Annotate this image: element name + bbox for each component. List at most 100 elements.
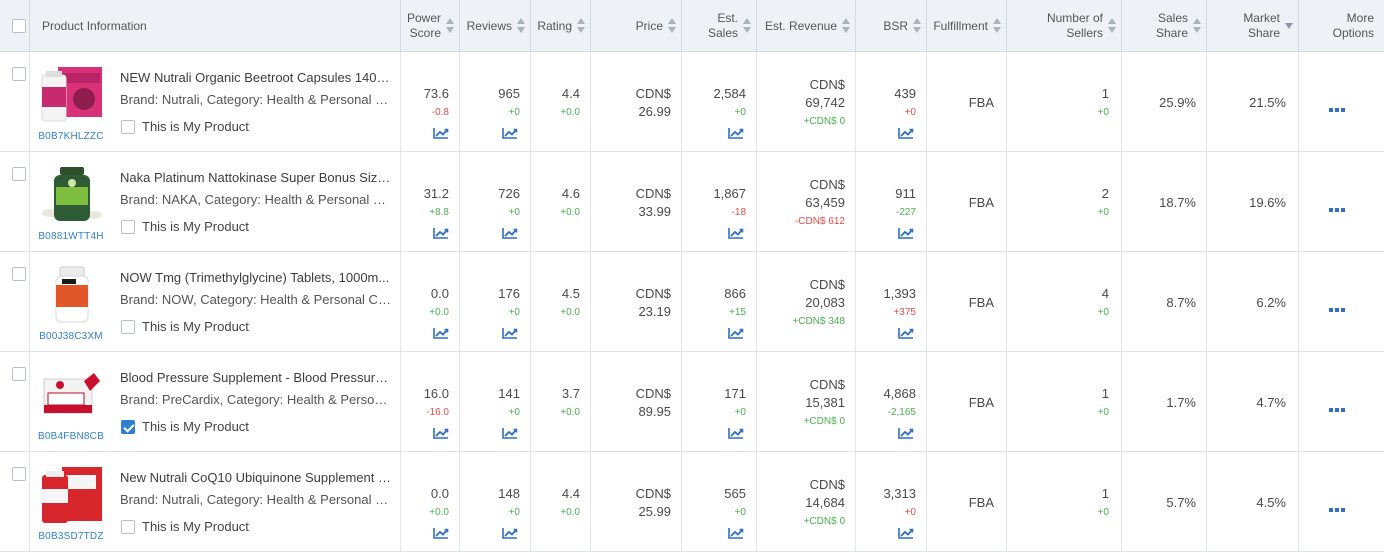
sellers-cell: 4 +0 <box>1007 252 1122 351</box>
header-bsr[interactable]: BSR <box>856 0 927 51</box>
trend-chart-icon[interactable] <box>728 227 744 239</box>
my-product-checkbox[interactable] <box>121 420 135 434</box>
select-all-checkbox[interactable] <box>12 19 26 33</box>
header-sales-share[interactable]: Sales Share <box>1122 0 1207 51</box>
product-image[interactable] <box>40 265 104 325</box>
product-title[interactable]: NOW Tmg (Trimethylglycine) Tablets, 1000… <box>120 270 390 285</box>
header-rating-label: Rating <box>537 19 572 33</box>
row-select-checkbox[interactable] <box>12 67 26 81</box>
row-select-checkbox[interactable] <box>12 367 26 381</box>
header-market-share[interactable]: Market Share <box>1207 0 1299 51</box>
header-rating[interactable]: Rating <box>531 0 591 51</box>
sort-icon[interactable] <box>577 18 585 34</box>
my-product-label: This is My Product <box>142 219 249 234</box>
more-options-icon[interactable] <box>1329 400 1347 415</box>
header-num-sellers-label: Number of Sellers <box>1046 11 1103 40</box>
header-num-sellers[interactable]: Number of Sellers <box>1007 0 1122 51</box>
trend-chart-icon[interactable] <box>898 227 914 239</box>
sales-share-cell: 8.7% <box>1122 252 1207 351</box>
product-info-cell: B0881WTT4H Naka Platinum Nattokinase Sup… <box>30 152 401 251</box>
sellers-cell: 1 +0 <box>1007 352 1122 451</box>
asin-link[interactable]: B0881WTT4H <box>38 231 104 242</box>
header-product-info[interactable]: Product Information <box>30 0 401 51</box>
header-power-score[interactable]: Power Score <box>401 0 460 51</box>
product-image[interactable] <box>40 165 104 225</box>
more-options-icon[interactable] <box>1329 300 1347 315</box>
table-row[interactable]: B0B7KHLZZC NEW Nutrali Organic Beetroot … <box>0 52 1384 152</box>
trend-chart-icon[interactable] <box>433 227 449 239</box>
row-select-checkbox[interactable] <box>12 467 26 481</box>
sort-icon[interactable] <box>842 18 850 34</box>
header-est-sales[interactable]: Est. Sales <box>682 0 757 51</box>
reviews-delta: +0 <box>508 207 520 218</box>
product-title[interactable]: Blood Pressure Supplement - Blood Pressu… <box>120 370 392 385</box>
my-product-checkbox[interactable] <box>121 120 135 134</box>
sort-icon[interactable] <box>743 18 751 34</box>
table-row[interactable]: B00J38C3XM NOW Tmg (Trimethylglycine) Ta… <box>0 252 1384 352</box>
fulfillment-cell: FBA <box>927 252 1007 351</box>
sort-icon[interactable] <box>446 18 454 34</box>
my-product-checkbox[interactable] <box>121 220 135 234</box>
trend-chart-icon[interactable] <box>502 527 518 539</box>
trend-chart-icon[interactable] <box>502 427 518 439</box>
reviews-cell: 176 +0 <box>460 252 531 351</box>
product-title[interactable]: NEW Nutrali Organic Beetroot Capsules 14… <box>120 70 392 85</box>
asin-link[interactable]: B0B7KHLZZC <box>38 131 104 142</box>
sellers-cell: 2 +0 <box>1007 152 1122 251</box>
product-image[interactable] <box>40 465 104 525</box>
sort-icon[interactable] <box>993 18 1001 34</box>
trend-chart-icon[interactable] <box>898 527 914 539</box>
product-title[interactable]: New Nutrali CoQ10 Ubiquinone Supplement … <box>120 470 392 485</box>
header-price[interactable]: Price <box>591 0 682 51</box>
bsr-cell: 911 -227 <box>856 152 927 251</box>
sort-icon[interactable] <box>913 18 921 34</box>
row-select-checkbox[interactable] <box>12 167 26 181</box>
trend-chart-icon[interactable] <box>433 327 449 339</box>
trend-chart-icon[interactable] <box>433 427 449 439</box>
trend-chart-icon[interactable] <box>898 327 914 339</box>
row-select-cell <box>0 352 30 451</box>
trend-chart-icon[interactable] <box>728 427 744 439</box>
trend-chart-icon[interactable] <box>502 327 518 339</box>
est-sales-delta: +15 <box>729 307 746 318</box>
header-fulfillment[interactable]: Fulfillment <box>927 0 1007 51</box>
fulfillment-value: FBA <box>968 295 994 310</box>
more-options-icon[interactable] <box>1329 200 1347 215</box>
asin-link[interactable]: B0B4FBN8CB <box>38 431 104 442</box>
trend-chart-icon[interactable] <box>898 127 914 139</box>
more-options-icon[interactable] <box>1329 100 1347 115</box>
header-reviews[interactable]: Reviews <box>460 0 531 51</box>
est-sales-delta: +0 <box>734 507 746 518</box>
product-info-cell: B0B3SD7TDZ New Nutrali CoQ10 Ubiquinone … <box>30 452 401 551</box>
est-revenue-cell: CDN$ 63,459 -CDN$ 612 <box>757 152 856 251</box>
more-options-icon[interactable] <box>1329 500 1347 515</box>
table-row[interactable]: B0881WTT4H Naka Platinum Nattokinase Sup… <box>0 152 1384 252</box>
trend-chart-icon[interactable] <box>728 527 744 539</box>
sort-icon[interactable] <box>517 18 525 34</box>
asin-link[interactable]: B00J38C3XM <box>39 331 103 342</box>
sort-icon[interactable] <box>668 18 676 34</box>
my-product-checkbox[interactable] <box>121 320 135 334</box>
product-title[interactable]: Naka Platinum Nattokinase Super Bonus Si… <box>120 170 392 185</box>
my-product-checkbox[interactable] <box>121 520 135 534</box>
header-est-revenue[interactable]: Est. Revenue <box>757 0 856 51</box>
asin-link[interactable]: B0B3SD7TDZ <box>38 531 104 542</box>
sort-icon[interactable] <box>1193 18 1201 34</box>
product-image[interactable] <box>40 365 104 425</box>
product-image[interactable] <box>40 65 104 125</box>
est-sales-cell: 565 +0 <box>682 452 757 551</box>
trend-chart-icon[interactable] <box>898 427 914 439</box>
trend-chart-icon[interactable] <box>728 327 744 339</box>
sort-icon[interactable] <box>1108 18 1116 34</box>
power-score-delta: +0.0 <box>429 507 449 518</box>
table-row[interactable]: B0B3SD7TDZ New Nutrali CoQ10 Ubiquinone … <box>0 452 1384 552</box>
product-meta: Brand: NOW, Category: Health & Personal … <box>120 292 392 307</box>
trend-chart-icon[interactable] <box>433 527 449 539</box>
trend-chart-icon[interactable] <box>502 227 518 239</box>
row-select-checkbox[interactable] <box>12 267 26 281</box>
trend-chart-icon[interactable] <box>433 127 449 139</box>
trend-chart-icon[interactable] <box>502 127 518 139</box>
sort-desc-icon[interactable] <box>1285 18 1293 34</box>
table-row[interactable]: B0B4FBN8CB Blood Pressure Supplement - B… <box>0 352 1384 452</box>
trend-chart-icon[interactable] <box>728 127 744 139</box>
